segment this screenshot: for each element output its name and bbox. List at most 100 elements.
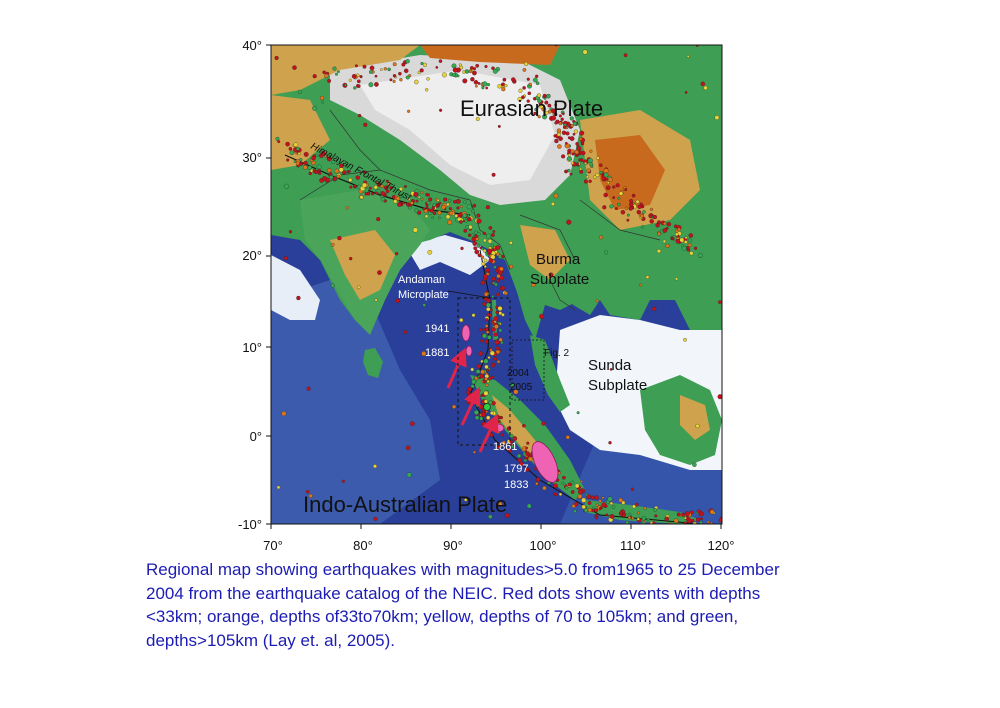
earthquake-dot	[609, 204, 614, 209]
earthquake-dot	[595, 503, 599, 507]
earthquake-dot	[426, 193, 430, 197]
earthquake-dot	[575, 142, 579, 146]
earthquake-dot	[524, 456, 528, 460]
earthquake-dot	[420, 191, 424, 194]
earthquake-dot	[517, 96, 523, 102]
label-2004: 2004	[507, 368, 530, 379]
earthquake-dot	[413, 191, 419, 197]
earthquake-dot	[308, 171, 312, 176]
earthquake-dot	[452, 404, 457, 409]
earthquake-dot	[426, 77, 430, 81]
earthquake-dot	[476, 388, 481, 393]
west-shelf	[271, 255, 320, 320]
earthquake-dot	[487, 252, 491, 256]
earthquake-dot	[337, 70, 340, 74]
earthquake-dot	[551, 115, 557, 121]
earthquake-dot	[491, 172, 496, 177]
earthquake-dot	[462, 213, 468, 218]
earthquake-dot	[586, 168, 591, 173]
earthquake-dot	[380, 191, 386, 196]
earthquake-dot	[589, 149, 593, 153]
earthquake-dot	[564, 485, 569, 490]
earthquake-dot	[427, 249, 433, 255]
earthquake-dot	[471, 313, 476, 318]
earthquake-dot	[415, 199, 419, 203]
earthquake-dot	[480, 359, 484, 363]
earthquake-dot	[587, 158, 593, 164]
earthquake-dot	[445, 214, 451, 220]
earthquake-dot	[518, 461, 524, 467]
earthquake-dot	[354, 64, 358, 68]
earthquake-dot	[488, 376, 492, 381]
earthquake-dot	[667, 522, 672, 524]
earthquake-dot	[601, 502, 607, 508]
earthquake-dot	[481, 86, 485, 90]
earthquake-dot	[579, 169, 584, 174]
earthquake-dot	[322, 70, 326, 75]
earthquake-dot	[541, 421, 546, 426]
epicenter-2004	[483, 403, 491, 411]
earthquake-dot	[368, 70, 373, 74]
earthquake-dot	[726, 517, 730, 521]
earthquake-dot	[424, 214, 429, 219]
earthquake-dot	[535, 81, 540, 86]
earthquake-dot	[646, 517, 650, 521]
earthquake-dot	[496, 292, 500, 297]
earthquake-dot	[718, 300, 722, 304]
map-area: Eurasian Plate Himalayan Frontal Thrust …	[271, 45, 730, 524]
earthquake-dot	[478, 376, 481, 380]
earthquake-dot	[395, 196, 401, 201]
andaman-dashed-box	[457, 297, 511, 446]
earthquake-dot	[508, 449, 512, 453]
latitude-axis: 40° 30° 20° 10° 0° -10°	[238, 38, 271, 532]
earthquake-dot	[493, 357, 498, 361]
earthquake-dot	[478, 351, 483, 356]
earthquake-dot	[401, 62, 406, 67]
earthquake-dot	[341, 479, 345, 483]
earthquake-dot	[385, 189, 390, 194]
earthquake-dot	[649, 219, 654, 224]
earthquake-dot	[399, 78, 403, 82]
earthquake-dot	[513, 389, 519, 395]
earthquake-dot	[485, 318, 489, 322]
earthquake-dot	[607, 496, 613, 502]
earthquake-dot	[448, 207, 452, 211]
earthquake-dot	[327, 78, 332, 83]
earthquake-dot	[499, 287, 503, 290]
lat-tick-40: 40°	[242, 38, 262, 53]
earthquake-dot	[604, 250, 609, 255]
earthquake-dot	[578, 137, 583, 141]
earthquake-dot	[492, 68, 498, 74]
caption-line-2: 2004 from the earthquake catalog of the …	[146, 583, 761, 603]
earthquake-dot	[517, 453, 522, 458]
earthquake-dot	[522, 86, 526, 90]
earthquake-dot	[636, 209, 641, 215]
earthquake-dot	[473, 67, 477, 71]
earthquake-dot	[628, 206, 633, 211]
earthquake-dot	[482, 302, 487, 307]
earthquake-dot	[486, 379, 490, 383]
earthquake-dot	[393, 199, 398, 204]
earthquake-dot	[475, 117, 480, 121]
earthquake-dot	[311, 155, 316, 161]
earthquake-dot	[509, 433, 514, 438]
earthquake-dot	[474, 415, 480, 420]
earthquake-dot	[495, 310, 499, 315]
caption-line-1: Regional map showing earthquakes with ma…	[146, 560, 780, 579]
earthquake-dot	[389, 78, 393, 82]
earthquake-dot	[355, 175, 360, 180]
earthquake-dot	[432, 211, 437, 216]
earthquake-dot	[535, 482, 539, 486]
earthquake-dot	[596, 156, 600, 160]
earthquake-dot	[348, 177, 353, 183]
earthquake-dot	[657, 231, 661, 236]
earthquake-dot	[466, 204, 472, 210]
earthquake-dot	[603, 168, 609, 174]
earthquake-dot	[389, 185, 393, 190]
earthquake-dot	[462, 70, 466, 74]
earthquake-dot	[462, 78, 468, 84]
earthquake-dot	[334, 168, 340, 174]
earthquake-dot	[565, 435, 570, 440]
earthquake-dot	[564, 141, 568, 145]
earthquake-dot	[546, 94, 551, 99]
